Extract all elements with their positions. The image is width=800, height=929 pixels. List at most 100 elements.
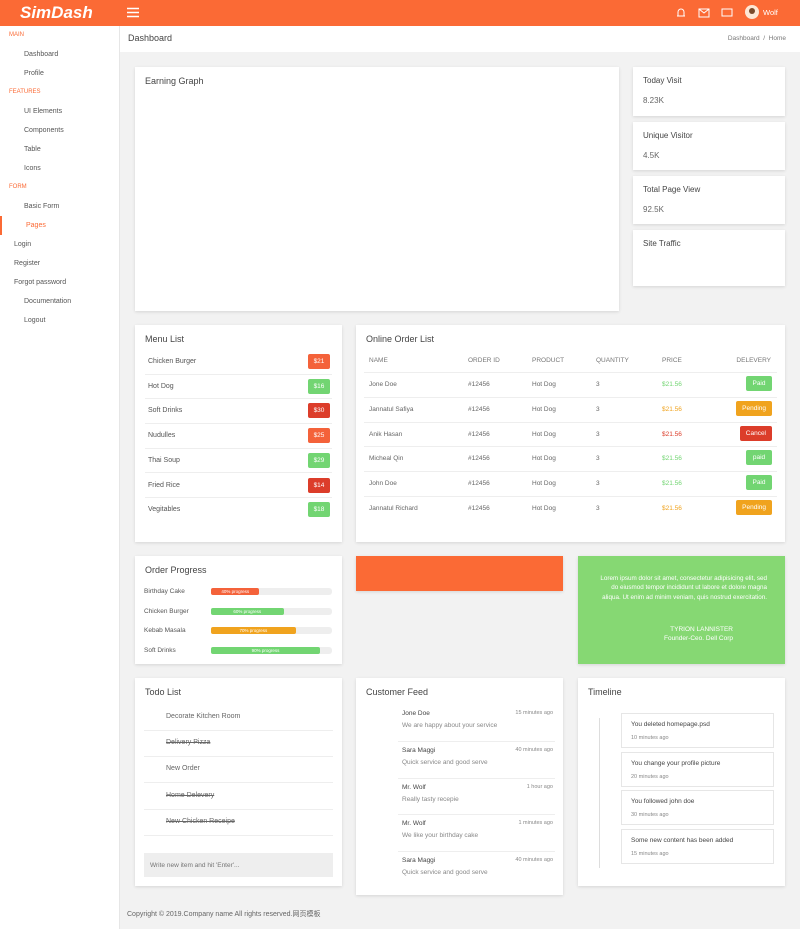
status-badge[interactable]: paid bbox=[746, 450, 772, 466]
cell: 3 bbox=[596, 480, 600, 488]
feed-message: We are happy about your service bbox=[402, 722, 498, 729]
timeline-text: You change your profile picture bbox=[631, 759, 721, 767]
row-divider bbox=[364, 372, 777, 373]
todo-text: New Chicken Receipe bbox=[166, 817, 235, 825]
progress-name: Kebab Masala bbox=[144, 627, 186, 634]
sidebar-label: Table bbox=[24, 146, 41, 153]
cell: #12456 bbox=[468, 405, 490, 413]
sidebar-heading: FORM bbox=[9, 184, 27, 190]
quote-role: Founder-Ceo. Dell Corp bbox=[663, 635, 733, 642]
todo-text: Decorate Kitchen Room bbox=[166, 713, 241, 720]
timeline-time: 30 minutes ago bbox=[631, 812, 669, 818]
sidebar-item[interactable]: Icons bbox=[0, 159, 119, 178]
user-avatar[interactable] bbox=[745, 5, 759, 19]
highlight-block bbox=[356, 556, 563, 591]
feed-name: Sara Maggi bbox=[402, 857, 436, 865]
status-badge[interactable]: Paid bbox=[746, 376, 772, 391]
feed-name: Mr. Wolf bbox=[402, 820, 426, 828]
status-badge[interactable]: Paid bbox=[746, 475, 772, 491]
row-divider bbox=[398, 814, 555, 816]
todo-input[interactable] bbox=[144, 853, 333, 877]
cell: $21.56 bbox=[662, 505, 682, 512]
timeline-entry: You followed john doe 30 minutes ago bbox=[621, 790, 774, 825]
quote-text: Lorem ipsum dolor sit amet, consectetur … bbox=[600, 575, 767, 601]
cell: Hot Dog bbox=[532, 381, 556, 388]
stat-value: 92.5K bbox=[643, 205, 664, 214]
sidebar-item[interactable]: Components bbox=[0, 121, 119, 140]
progress-bar: 40% progress bbox=[211, 588, 260, 595]
todo-item[interactable]: New Order bbox=[144, 757, 333, 784]
row-divider bbox=[364, 471, 777, 473]
subheader: Dashboard Dashboard / Home bbox=[120, 26, 800, 52]
breadcrumb-item[interactable]: Dashboard bbox=[727, 35, 760, 42]
timeline-text: Some new content has been added bbox=[631, 836, 734, 844]
order-progress-card: Order Progress Birthday Cake 40% progress C… bbox=[135, 556, 342, 664]
sidebar-item[interactable]: Pages bbox=[0, 216, 119, 235]
todo-item[interactable]: New Chicken Receipe bbox=[144, 810, 333, 836]
stat-title: Total Page View bbox=[643, 185, 701, 194]
sidebar-subitem[interactable]: Register bbox=[14, 260, 41, 267]
sidebar-item[interactable]: Logout bbox=[0, 311, 119, 330]
feed-message: Quick service and good serve bbox=[402, 869, 488, 877]
progress-name: Chicken Burger bbox=[144, 607, 189, 615]
menu-toggle[interactable] bbox=[127, 7, 139, 18]
sidebar-label: UI Elements bbox=[24, 108, 63, 115]
menu-row: Fried Rice $14 bbox=[145, 474, 332, 499]
status-badge[interactable]: Pending bbox=[736, 400, 772, 416]
user-name[interactable]: Wolf bbox=[763, 8, 778, 17]
todo-item[interactable]: Decorate Kitchen Room bbox=[144, 705, 333, 731]
sidebar-item[interactable]: UI Elements bbox=[0, 102, 119, 121]
cell: Jannatul Safiya bbox=[369, 405, 414, 413]
sidebar-item[interactable]: Table bbox=[0, 140, 119, 159]
feed-message: Quick service and good serve bbox=[402, 758, 488, 766]
cell: #12456 bbox=[468, 505, 490, 512]
row-divider bbox=[398, 740, 555, 742]
header-icons[interactable] bbox=[675, 7, 737, 19]
stat-card: Today Visit 8.23K bbox=[633, 67, 785, 116]
stat-value: 4.5K bbox=[643, 151, 660, 160]
todo-item[interactable]: Home Delevery bbox=[144, 784, 333, 810]
menu-row: Nudulles $25 bbox=[145, 424, 332, 449]
timeline-entry: Some new content has been added 15 minute… bbox=[621, 828, 774, 864]
progress-track: 90% progress bbox=[211, 646, 332, 654]
price-badge: $29 bbox=[308, 452, 330, 468]
menu-name: Nudulles bbox=[148, 432, 176, 440]
cell: #12456 bbox=[468, 480, 490, 488]
column-header: NAME bbox=[369, 357, 388, 364]
status-badge[interactable]: Cancel bbox=[739, 425, 772, 441]
status-badge[interactable]: Pending bbox=[736, 500, 772, 515]
timeline-time: 10 minutes ago bbox=[631, 735, 669, 741]
sidebar-item[interactable]: Profile bbox=[0, 64, 119, 83]
brand[interactable]: SimDash bbox=[20, 3, 93, 22]
sidebar-item[interactable]: Basic Form bbox=[0, 197, 119, 216]
todo-item[interactable]: Delivery Pizza bbox=[144, 731, 333, 758]
sidebar-heading: FEATURES bbox=[9, 89, 41, 95]
sidebar-item[interactable]: Documentation bbox=[0, 292, 119, 311]
price-badge: $25 bbox=[308, 428, 330, 444]
menu-name: Hot Dog bbox=[148, 382, 174, 390]
timeline-text: You deleted homepage.psd bbox=[631, 721, 710, 728]
cell: $21.56 bbox=[662, 480, 682, 488]
column-header: ORDER ID bbox=[468, 357, 500, 364]
todo-text: Delivery Pizza bbox=[166, 739, 211, 747]
customer-feed-card: Customer Feed Jone Doe We are happy about … bbox=[356, 678, 563, 895]
quote-card: Lorem ipsum dolor sit amet, consectetur … bbox=[578, 556, 785, 664]
menu-row: Chicken Burger $21 bbox=[145, 350, 332, 375]
feed-message: We like your birthday cake bbox=[402, 832, 479, 840]
cell: $21.56 bbox=[662, 430, 682, 438]
sidebar: MAIN Dashboard Profile FEATURES UI Elements C… bbox=[0, 26, 120, 929]
row-divider bbox=[364, 396, 777, 398]
column-header: PRODUCT bbox=[532, 357, 565, 364]
timeline-entry: You deleted homepage.psd 10 minutes ago bbox=[621, 713, 774, 748]
breadcrumb: Dashboard / Home bbox=[727, 35, 786, 42]
sidebar-item[interactable]: Dashboard bbox=[0, 45, 119, 64]
sidebar-label: Logout bbox=[24, 317, 46, 324]
card-title: Timeline bbox=[588, 687, 622, 697]
sidebar-subitem[interactable]: Forgot password bbox=[14, 279, 67, 286]
price-badge: $16 bbox=[308, 378, 330, 394]
sidebar-subitem[interactable]: Login bbox=[14, 241, 32, 248]
cell: #12456 bbox=[468, 430, 490, 438]
price-badge: $30 bbox=[308, 403, 330, 419]
cell: Jone Doe bbox=[369, 381, 397, 388]
